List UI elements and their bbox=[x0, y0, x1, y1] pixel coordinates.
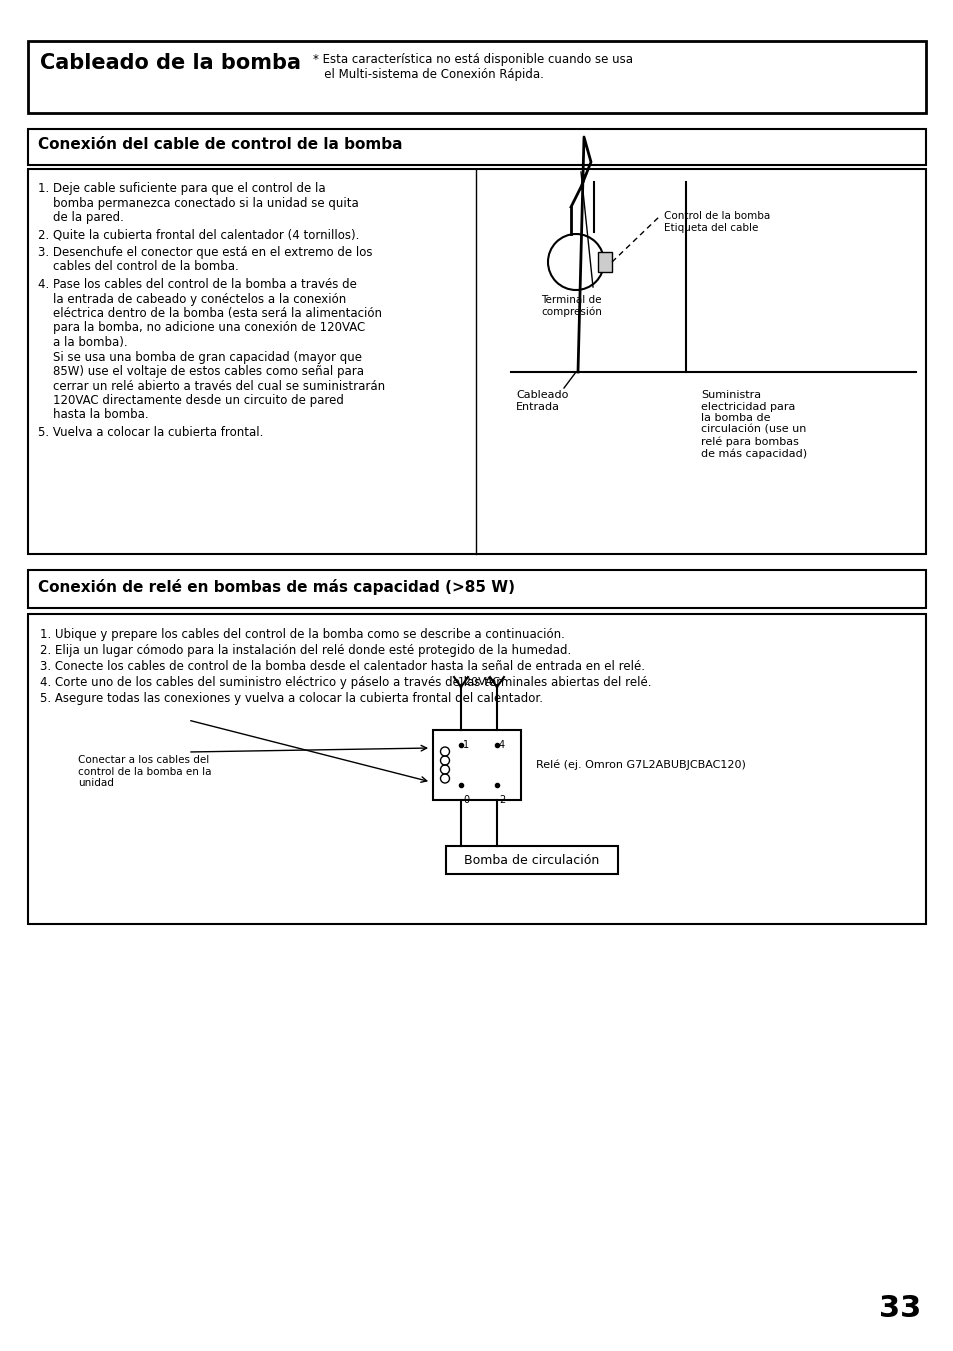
Text: Relé (ej. Omron G7L2ABUBJCBAC120): Relé (ej. Omron G7L2ABUBJCBAC120) bbox=[536, 759, 745, 770]
Text: Terminal de
compresión: Terminal de compresión bbox=[540, 295, 601, 317]
Text: 1: 1 bbox=[462, 740, 469, 750]
Bar bbox=[433, 730, 520, 800]
Text: Conectar a los cables del
control de la bomba en la
unidad: Conectar a los cables del control de la … bbox=[78, 755, 212, 788]
Text: Si se usa una bomba de gran capacidad (mayor que: Si se usa una bomba de gran capacidad (m… bbox=[38, 350, 361, 363]
Text: 2: 2 bbox=[498, 794, 505, 805]
Text: a la bomba).: a la bomba). bbox=[38, 336, 128, 349]
Text: 4. Corte uno de los cables del suministro eléctrico y páselo a través de las ter: 4. Corte uno de los cables del suministr… bbox=[40, 676, 651, 689]
Text: Control de la bomba
Etiqueta del cable: Control de la bomba Etiqueta del cable bbox=[663, 211, 769, 232]
Bar bbox=[598, 253, 612, 272]
Text: 2. Quite la cubierta frontal del calentador (4 tornillos).: 2. Quite la cubierta frontal del calenta… bbox=[38, 228, 359, 242]
Text: cables del control de la bomba.: cables del control de la bomba. bbox=[38, 261, 238, 273]
Text: 120VAC directamente desde un circuito de pared: 120VAC directamente desde un circuito de… bbox=[38, 394, 343, 407]
Bar bbox=[28, 613, 925, 924]
Text: cerrar un relé abierto a través del cual se suministrarán: cerrar un relé abierto a través del cual… bbox=[38, 380, 385, 393]
Text: 3. Conecte los cables de control de la bomba desde el calentador hasta la señal : 3. Conecte los cables de control de la b… bbox=[40, 661, 644, 673]
Text: Bomba de circulación: Bomba de circulación bbox=[464, 854, 599, 866]
Text: 0: 0 bbox=[462, 794, 469, 805]
Text: 1. Ubique y prepare los cables del control de la bomba como se describe a contin: 1. Ubique y prepare los cables del contr… bbox=[40, 628, 564, 640]
Text: 1. Deje cable suficiente para que el control de la: 1. Deje cable suficiente para que el con… bbox=[38, 182, 325, 195]
Text: Cableado de la bomba: Cableado de la bomba bbox=[40, 53, 301, 73]
Text: 2. Elija un lugar cómodo para la instalación del relé donde esté protegido de la: 2. Elija un lugar cómodo para la instala… bbox=[40, 644, 571, 657]
Text: la entrada de cabeado y conéctelos a la conexión: la entrada de cabeado y conéctelos a la … bbox=[38, 293, 346, 305]
Bar bbox=[28, 169, 925, 554]
Text: bomba permanezca conectado si la unidad se quita: bomba permanezca conectado si la unidad … bbox=[38, 196, 358, 209]
Bar bbox=[446, 846, 618, 874]
Bar bbox=[28, 128, 925, 165]
Text: 33: 33 bbox=[878, 1294, 920, 1323]
Text: 4. Pase los cables del control de la bomba a través de: 4. Pase los cables del control de la bom… bbox=[38, 278, 356, 290]
Text: hasta la bomba.: hasta la bomba. bbox=[38, 408, 149, 422]
Bar bbox=[28, 570, 925, 608]
Text: para la bomba, no adicione una conexión de 120VAC: para la bomba, no adicione una conexión … bbox=[38, 322, 365, 335]
Text: Conexión del cable de control de la bomba: Conexión del cable de control de la bomb… bbox=[38, 136, 402, 153]
Text: de la pared.: de la pared. bbox=[38, 211, 124, 224]
Text: Cableado
Entrada: Cableado Entrada bbox=[516, 390, 568, 412]
Text: 5. Asegure todas las conexiones y vuelva a colocar la cubierta frontal del calen: 5. Asegure todas las conexiones y vuelva… bbox=[40, 692, 542, 705]
Text: 85W) use el voltaje de estos cables como señal para: 85W) use el voltaje de estos cables como… bbox=[38, 365, 364, 378]
Text: 120VAC: 120VAC bbox=[456, 677, 500, 688]
Text: eléctrica dentro de la bomba (esta será la alimentación: eléctrica dentro de la bomba (esta será … bbox=[38, 307, 381, 320]
Text: 4: 4 bbox=[498, 740, 504, 750]
Text: Suministra
electricidad para
la bomba de
circulación (use un
relé para bombas
de: Suministra electricidad para la bomba de… bbox=[700, 390, 806, 459]
Text: 5. Vuelva a colocar la cubierta frontal.: 5. Vuelva a colocar la cubierta frontal. bbox=[38, 426, 263, 439]
Text: Conexión de relé en bombas de más capacidad (>85 W): Conexión de relé en bombas de más capaci… bbox=[38, 580, 515, 594]
Bar bbox=[28, 41, 925, 113]
Text: 3. Desenchufe el conector que está en el extremo de los: 3. Desenchufe el conector que está en el… bbox=[38, 246, 372, 259]
Text: * Esta característica no está disponible cuando se usa
   el Multi-sistema de Co: * Esta característica no está disponible… bbox=[313, 53, 633, 81]
